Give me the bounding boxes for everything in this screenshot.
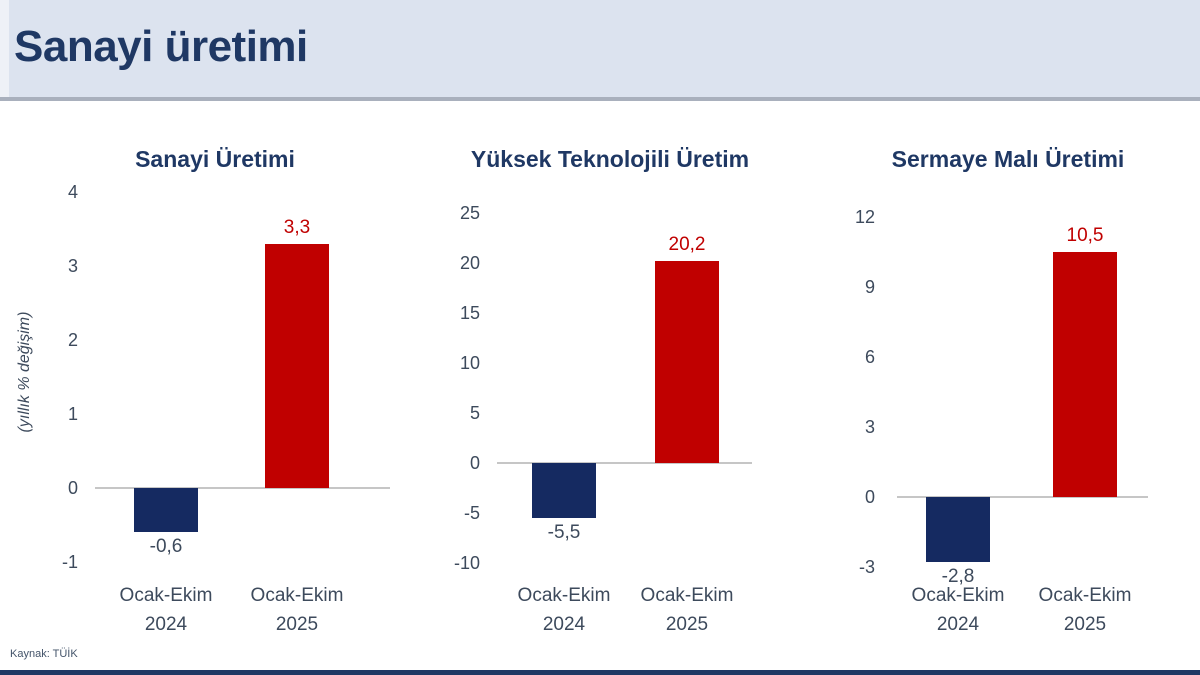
y-axis-label: (yıllık % değişim)	[16, 311, 33, 433]
y-axis-tick: 9	[864, 277, 875, 297]
x-axis-line	[497, 462, 752, 464]
chart-title-yuksek-teknolojili-uretim: Yüksek Teknolojili Üretim	[470, 146, 750, 172]
y-axis-tick: 2	[67, 330, 78, 350]
value-label: 20,2	[668, 234, 706, 255]
x-category-label: Ocak-Ekim 2025	[1010, 581, 1160, 639]
value-label: -2,8	[941, 566, 975, 588]
x-category-line: Ocak-Ekim	[250, 585, 344, 606]
x-category-label: Ocak-Ekim 2024	[91, 581, 241, 639]
x-category-line: Ocak-Ekim	[119, 585, 213, 606]
x-axis-line	[95, 487, 390, 489]
y-axis-tick: -3	[858, 557, 875, 577]
value-label: -0,6	[149, 536, 183, 558]
y-axis-tick: 10	[459, 353, 480, 373]
x-category-line: Ocak-Ekim	[911, 585, 1005, 606]
y-axis-tick: 1	[67, 404, 78, 424]
value-label: 3,3	[283, 216, 311, 238]
y-axis-tick: 6	[864, 347, 875, 367]
x-category-line: Ocak-Ekim	[1038, 585, 1132, 606]
value-label: -5,5	[547, 522, 581, 543]
x-category-label: Ocak-Ekim 2025	[612, 581, 762, 639]
x-category-label: Ocak-Ekim 2025	[222, 581, 372, 639]
bar-2024	[532, 463, 596, 518]
page-title: Sanayi üretimi	[14, 22, 308, 71]
y-axis-tick: 5	[469, 403, 480, 423]
bar-2025	[265, 243, 329, 488]
y-axis-tick: 4	[67, 182, 78, 202]
y-axis-tick: -5	[463, 503, 480, 523]
x-category-line: Ocak-Ekim	[640, 585, 734, 606]
x-category-line: Ocak-Ekim	[517, 585, 611, 606]
source-note: Kaynak: TÜİK	[10, 648, 78, 660]
x-category-line: 2024	[936, 614, 980, 635]
x-category-label: Ocak-Ekim 2024	[883, 581, 1033, 639]
y-axis-tick: 3	[67, 256, 78, 276]
value-label: 10,5	[1066, 225, 1104, 246]
header-left-accent	[0, 0, 9, 97]
y-axis-tick: -1	[61, 552, 78, 572]
bar-2025	[1053, 252, 1117, 497]
bar-2025	[655, 261, 719, 463]
x-category-line: 2025	[275, 614, 319, 635]
y-axis-tick: 15	[459, 303, 480, 323]
x-category-line: 2025	[1063, 614, 1107, 635]
y-axis-tick: 0	[469, 453, 480, 473]
chart-title-sanayi-uretimi: Sanayi Üretimi	[135, 146, 295, 172]
y-axis-tick: -10	[453, 553, 480, 573]
bar-2024	[926, 497, 990, 563]
y-axis-tick: 20	[459, 253, 480, 273]
y-axis-tick: 0	[67, 478, 78, 498]
bar-2024	[134, 488, 198, 533]
y-axis-tick: 0	[864, 487, 875, 507]
y-axis-tick: 12	[854, 207, 875, 227]
header-band: Sanayi üretimi	[0, 0, 1200, 101]
x-axis-line	[897, 496, 1148, 498]
footer-accent-bar	[0, 670, 1200, 675]
y-axis-tick: 25	[459, 203, 480, 223]
x-category-label: Ocak-Ekim 2024	[489, 581, 639, 639]
x-category-line: 2024	[144, 614, 188, 635]
chart-title-sermaye-mali-uretimi: Sermaye Malı Üretimi	[891, 146, 1125, 172]
y-axis-tick: 3	[864, 417, 875, 437]
x-category-line: 2024	[542, 614, 586, 635]
x-category-line: 2025	[665, 614, 709, 635]
